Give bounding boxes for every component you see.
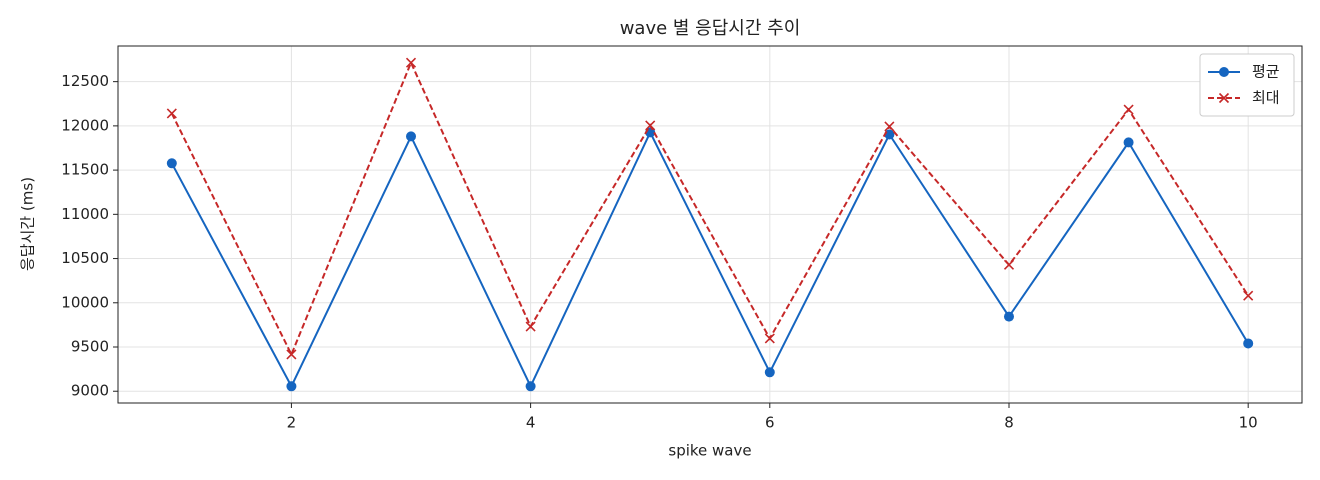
point xyxy=(286,381,297,392)
x-axis-label: spike wave xyxy=(668,442,751,460)
point xyxy=(1243,338,1254,349)
point xyxy=(525,381,536,392)
legend-label: 평균 xyxy=(1252,63,1280,81)
x-tick-label: 8 xyxy=(1004,414,1014,432)
point xyxy=(405,57,417,68)
point xyxy=(525,321,536,332)
point xyxy=(1243,290,1254,301)
point xyxy=(1003,311,1014,322)
y-tick-label: 12500 xyxy=(61,72,109,90)
x-tick-label: 2 xyxy=(287,414,297,432)
chart-title: wave 별 응답시간 추이 xyxy=(620,18,801,39)
point xyxy=(884,121,895,132)
y-tick-label: 11000 xyxy=(61,205,109,223)
point xyxy=(166,108,177,119)
point xyxy=(406,131,417,142)
y-tick-label: 10500 xyxy=(61,249,109,267)
x-tick-label: 6 xyxy=(765,414,775,432)
point xyxy=(166,158,177,169)
y-tick-label: 11500 xyxy=(61,161,109,179)
x-tick-label: 4 xyxy=(526,414,536,432)
y-tick-label: 12000 xyxy=(61,116,109,134)
y-tick-label: 9000 xyxy=(71,382,109,400)
point xyxy=(1003,259,1015,270)
legend-marker xyxy=(1218,92,1230,104)
point xyxy=(1123,137,1134,148)
legend-label: 최대 xyxy=(1252,89,1280,107)
point xyxy=(764,367,775,378)
series-line xyxy=(170,60,1250,357)
y-tick-label: 10000 xyxy=(61,293,109,311)
y-axis-label: 응답시간 (ms) xyxy=(19,177,37,271)
point xyxy=(764,333,775,344)
legend-box xyxy=(1199,53,1295,117)
series-line xyxy=(170,130,1250,389)
y-tick-label: 9500 xyxy=(71,338,109,356)
plot-frame xyxy=(117,45,1303,404)
point xyxy=(1123,104,1134,115)
point xyxy=(286,349,297,360)
x-tick-label: 10 xyxy=(1239,414,1258,432)
point xyxy=(645,120,656,131)
legend-marker xyxy=(1219,67,1229,77)
